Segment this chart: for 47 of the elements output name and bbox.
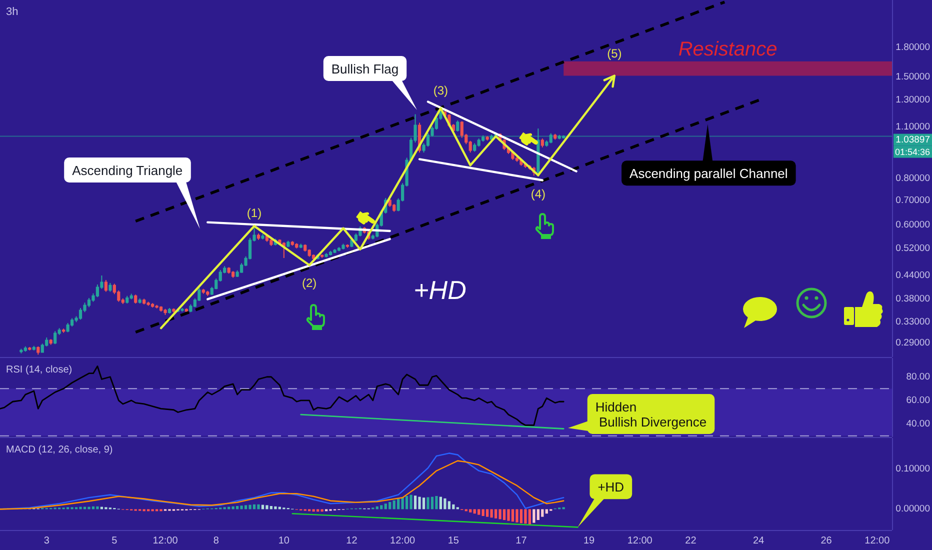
x-tick-label: 24	[752, 536, 765, 546]
y-tick-label: 0.44000	[896, 270, 930, 281]
y-tick-label: 0.00000	[896, 504, 930, 515]
x-tick-label: 19	[583, 536, 596, 546]
x-tick-label: 17	[516, 536, 528, 546]
y-tick-label: 1.30000	[896, 94, 930, 106]
annotation: (2)	[302, 276, 317, 290]
y-tick-label: 0.80000	[896, 173, 930, 184]
annotation: Ascending Triangle	[72, 162, 183, 178]
y-tick-label: 0.29000	[896, 338, 930, 349]
x-tick-label: 10	[278, 536, 290, 546]
text: MACD (12, 26, close, 9)	[6, 444, 113, 456]
annotation: +HD	[598, 479, 624, 494]
band-label: Resistance	[678, 38, 778, 60]
x-tick-label: 3	[44, 536, 50, 546]
x-tick-label: 22	[685, 536, 697, 546]
x-tick-label: 12:00	[627, 536, 653, 546]
y-tick-label: 0.38000	[896, 294, 930, 305]
x-tick-label: 26	[820, 536, 832, 546]
annotation: Ascending parallel Channel	[630, 166, 788, 181]
annotation: (1)	[246, 206, 262, 220]
x-tick-label: 12:00	[390, 536, 416, 546]
y-tick-label: 0.10000	[896, 464, 930, 475]
text: RSI (14, close)	[6, 364, 72, 376]
y-tick-label: 0.33000	[896, 316, 930, 328]
y-tick-label: 40.00	[906, 418, 930, 430]
annotation: Hidden Bullish Divergence	[595, 399, 707, 429]
x-tick-label: 8	[213, 536, 220, 546]
annotation: (3)	[433, 83, 448, 98]
y-tick-label: 60.00	[906, 394, 930, 406]
text: 3h	[6, 6, 18, 18]
y-tick-label: 0.60000	[896, 220, 930, 231]
x-tick-label: 12:00	[152, 536, 178, 546]
x-tick-label: 5	[112, 536, 118, 546]
annotation: Bullish Flag	[331, 61, 399, 76]
y-tick-label: 80.00	[906, 371, 930, 382]
annotation: +HD	[414, 275, 466, 305]
y-tick-label: 0.70000	[896, 194, 930, 206]
y-tick-label: 1.10000	[896, 122, 930, 133]
y-tick-label: 1.80000	[896, 42, 930, 53]
x-tick-label: 12	[346, 536, 358, 546]
x-tick-label: 12:00	[864, 536, 890, 546]
y-tick-label: 1.50000	[896, 71, 930, 82]
annotation: (5)	[607, 46, 622, 61]
y-tick-label: 0.52000	[896, 242, 930, 254]
annotation: (4)	[530, 187, 546, 202]
x-tick-label: 15	[448, 536, 460, 546]
